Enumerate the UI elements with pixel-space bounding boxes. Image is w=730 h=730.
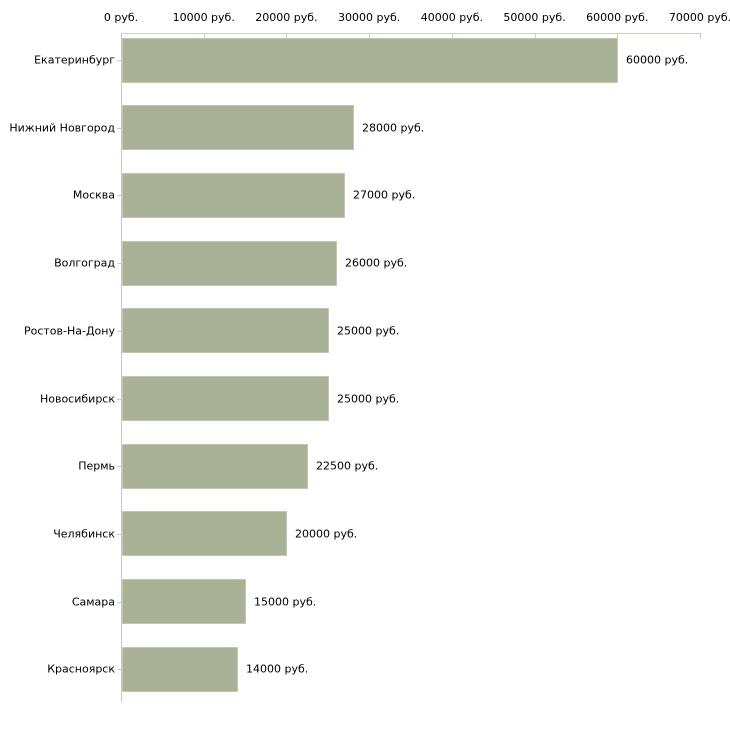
bar [122,444,308,489]
category-tick-mark [117,60,121,61]
x-tick-mark [286,34,288,39]
category-tick-mark [117,263,121,264]
value-label: 14000 руб. [246,662,309,676]
bar [122,376,329,421]
x-tick-label: 20000 руб. [255,11,318,24]
bar [122,308,329,353]
value-label: 20000 руб. [295,527,358,541]
category-tick-mark [117,534,121,535]
category-label: Пермь [78,459,115,473]
category-label: Красноярск [47,662,115,676]
category-tick-mark [117,331,121,332]
x-tick-mark [451,34,453,39]
y-axis-line [121,33,122,702]
x-tick-label: 40000 руб. [420,11,483,24]
x-tick-mark [617,34,619,39]
x-axis-line [121,33,701,34]
x-tick-label: 50000 руб. [503,11,566,24]
bar [122,241,337,286]
bar [122,579,246,624]
bar [122,173,345,218]
value-label: 26000 руб. [345,256,408,270]
value-label: 28000 руб. [362,121,425,135]
category-tick-mark [117,399,121,400]
value-label: 60000 руб. [626,53,689,67]
category-label: Екатеринбург [34,53,115,67]
x-tick-label: 70000 руб. [668,11,730,24]
bar [122,38,618,83]
category-tick-mark [117,195,121,196]
category-tick-mark [117,669,121,670]
x-tick-label: 60000 руб. [586,11,649,24]
value-label: 15000 руб. [254,595,317,609]
bar [122,105,354,150]
category-label: Нижний Новгород [9,121,115,135]
x-tick-label: 30000 руб. [338,11,401,24]
category-label: Волгоград [54,256,115,270]
x-tick-label: 0 руб. [103,11,139,24]
x-tick-mark [700,34,701,39]
bar [122,647,238,692]
category-label: Новосибирск [39,392,115,405]
category-tick-mark [117,466,121,467]
category-label: Москва [72,188,115,202]
value-label: 25000 руб. [337,392,400,405]
category-label: Самара [71,595,115,609]
category-label: Челябинск [53,527,115,541]
bar [122,511,287,556]
category-label: Ростов-На-Дону [23,324,115,338]
x-tick-mark [534,34,536,39]
x-tick-mark [369,34,371,39]
x-tick-mark [203,34,205,39]
value-label: 27000 руб. [353,188,416,202]
x-tick-label: 10000 руб. [172,11,235,24]
category-tick-mark [117,602,121,603]
value-label: 25000 руб. [337,324,400,338]
category-tick-mark [117,128,121,129]
value-label: 22500 руб. [316,459,379,473]
